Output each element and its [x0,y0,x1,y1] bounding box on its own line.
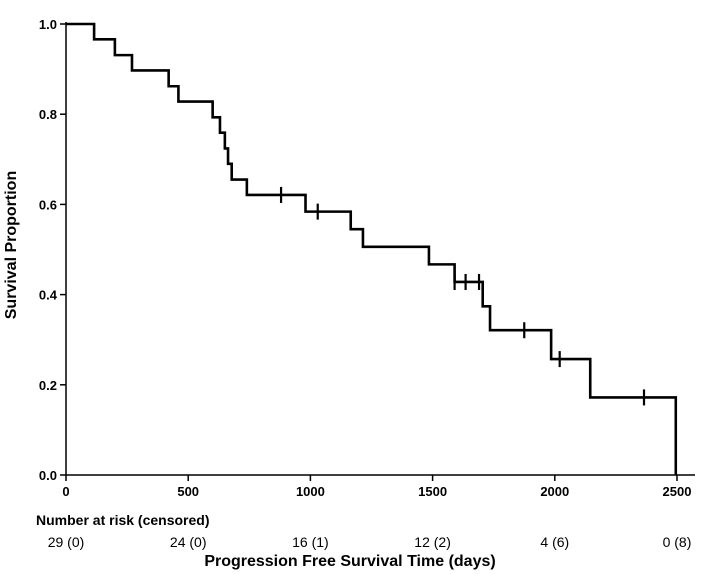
x-tick-label: 2500 [663,484,692,499]
censor-marks [279,186,646,406]
axes [65,22,695,476]
risk-table-title: Number at risk (censored) [36,512,210,528]
risk-count: 29 (0) [48,534,85,550]
risk-count: 0 (8) [663,534,692,550]
y-tick-label: 0.6 [39,197,57,212]
y-axis-title: Survival Proportion [3,171,20,319]
x-tick-label: 2000 [540,484,569,499]
x-tick-label: 0 [62,484,69,499]
ticks: 0.0 0.2 0.4 0.6 0.8 1.0 0 500 1000 1500 2000 2500 [39,17,692,499]
x-tick-label: 500 [177,484,199,499]
risk-count: 12 (2) [414,534,451,550]
x-axis-title: Progression Free Survival Time (days) [204,553,495,570]
risk-count: 16 (1) [292,534,329,550]
survival-curve-group [66,22,678,475]
x-tick-label: 1000 [296,484,325,499]
y-tick-label: 0.0 [39,468,57,483]
y-tick-label: 0.4 [39,288,58,303]
risk-count: 4 (6) [540,534,569,550]
y-tick-label: 1.0 [39,17,57,32]
risk-table: 29 (0) 24 (0) 16 (1) 12 (2) 4 (6) 0 (8) [48,534,692,550]
x-tick-label: 1500 [418,484,447,499]
y-tick-label: 0.2 [39,378,57,393]
y-tick-label: 0.8 [39,107,57,122]
risk-count: 24 (0) [170,534,207,550]
survival-step-line [66,22,678,475]
